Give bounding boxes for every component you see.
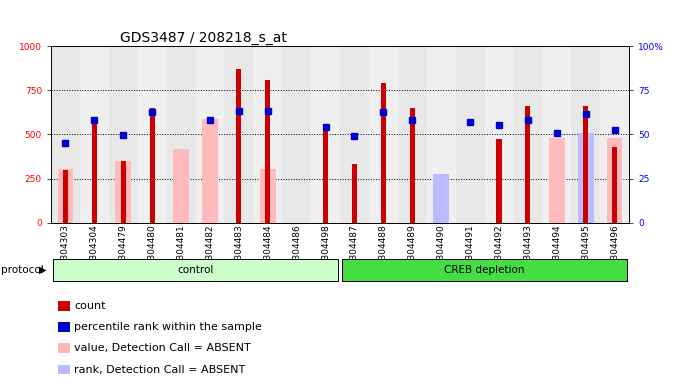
Text: percentile rank within the sample: percentile rank within the sample [74,322,262,333]
Bar [202,119,218,223]
Bar [484,46,513,223]
Bar [398,46,427,223]
Text: rank, Detection Call = ABSENT: rank, Detection Call = ABSENT [74,364,245,375]
Bar [236,69,241,223]
Bar [51,46,80,223]
Bar [607,138,622,223]
Text: CREB depletion: CREB depletion [444,265,525,275]
Bar [433,174,449,223]
Text: GDS3487 / 208218_s_at: GDS3487 / 208218_s_at [120,31,287,45]
Bar [543,46,571,223]
Text: control: control [177,265,214,275]
Text: value, Detection Call = ABSENT: value, Detection Call = ABSENT [74,343,251,354]
Bar [571,46,600,223]
Bar [612,147,617,223]
Bar [63,170,68,223]
Bar [120,161,126,223]
Bar [340,46,369,223]
Bar [196,46,224,223]
Bar [137,46,167,223]
Bar [80,46,109,223]
Bar [409,108,415,223]
Bar [116,161,131,223]
Text: count: count [74,301,105,311]
Bar [224,46,254,223]
Bar [352,164,357,223]
Bar [92,122,97,223]
Bar [496,139,502,223]
Bar [427,46,456,223]
Bar [583,106,588,223]
Bar [173,149,189,223]
Bar [253,46,282,223]
Text: ▶: ▶ [39,265,46,275]
Bar [525,106,530,223]
Bar [381,83,386,223]
Bar [311,46,340,223]
Bar [150,108,155,223]
Bar [433,202,449,223]
Bar [260,169,275,223]
Bar [369,46,398,223]
Bar [513,46,543,223]
Bar [323,131,328,223]
Bar [58,169,73,223]
Bar [342,258,627,281]
Bar [549,138,564,223]
Bar [109,46,137,223]
Bar [456,46,484,223]
Bar [578,132,594,223]
Bar [600,46,629,223]
Bar [167,46,196,223]
Bar [53,258,338,281]
Text: protocol: protocol [1,265,44,275]
Bar [265,79,271,223]
Bar [282,46,311,223]
